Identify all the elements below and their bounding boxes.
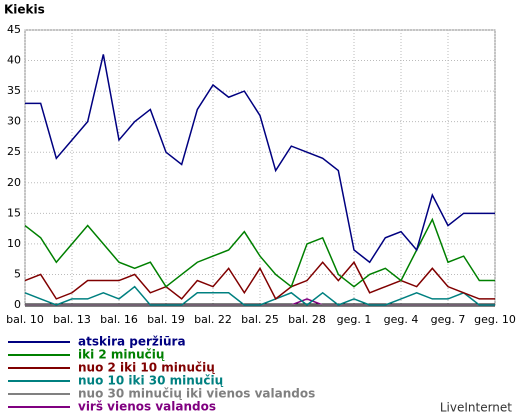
series-line	[24, 260, 495, 301]
x-tick-label: geg. 10	[474, 313, 516, 326]
legend-label: nuo 30 minučių iki vienos valandos	[78, 387, 315, 401]
y-tick-label: 30	[7, 115, 21, 128]
plot-area	[24, 29, 496, 306]
legend-label: iki 2 minučių	[78, 348, 165, 362]
credit: LiveInternet	[440, 401, 512, 415]
x-tick-label: bal. 16	[100, 313, 138, 326]
x-tick-label: geg. 1	[337, 313, 372, 326]
series-line	[25, 54, 495, 264]
legend-label: nuo 10 iki 30 minučių	[78, 374, 224, 388]
y-tick-label: 0	[14, 298, 21, 311]
chart-title: Kiekis	[4, 3, 45, 17]
y-tick-label: 10	[7, 237, 21, 250]
x-tick-label: bal. 28	[288, 313, 326, 326]
x-tick-label: bal. 13	[53, 313, 91, 326]
series-line	[24, 285, 495, 306]
y-tick-label: 20	[7, 176, 21, 189]
y-tick-label: 5	[14, 267, 21, 280]
x-tick-label: geg. 4	[384, 313, 419, 326]
y-tick-label: 15	[7, 206, 21, 219]
legend-label: virš vienos valandos	[78, 400, 216, 414]
x-tick-label: geg. 7	[431, 313, 466, 326]
x-tick-label: bal. 25	[241, 313, 279, 326]
y-tick-label: 35	[7, 84, 21, 97]
legend-label: nuo 2 iki 10 minučių	[78, 361, 215, 375]
x-tick-label: bal. 19	[147, 313, 185, 326]
y-tick-label: 40	[7, 54, 21, 67]
y-tick-label: 25	[7, 145, 21, 158]
y-tick-label: 45	[7, 23, 21, 36]
x-tick-label: bal. 22	[194, 313, 232, 326]
x-tick-label: bal. 10	[6, 313, 44, 326]
legend-label: atskira peržiūra	[78, 335, 186, 349]
